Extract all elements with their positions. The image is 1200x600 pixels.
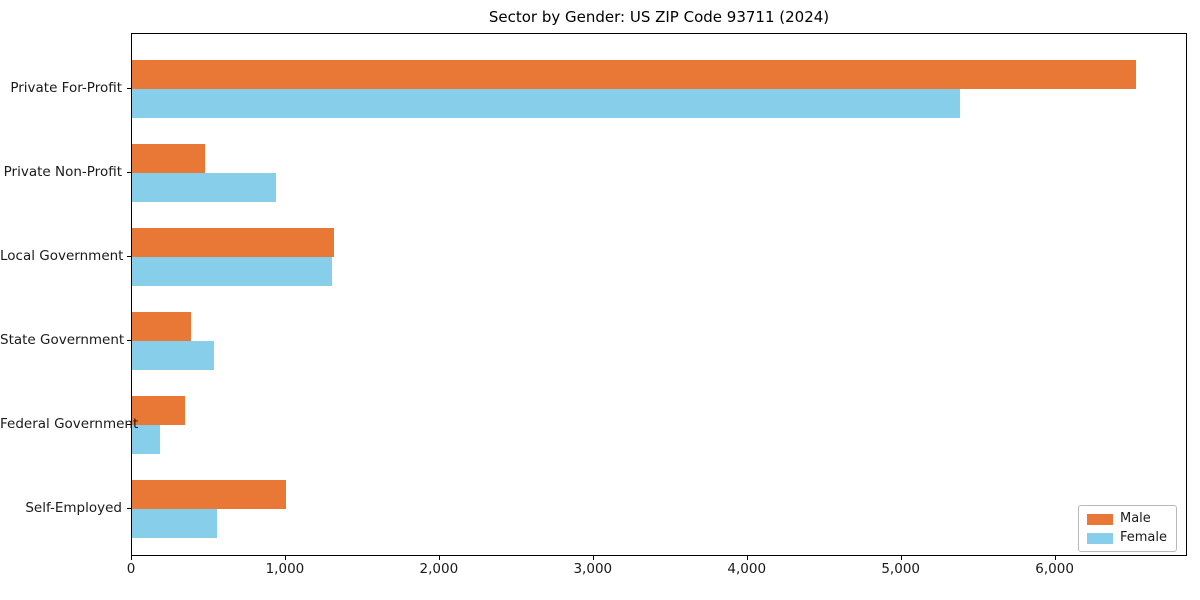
bar-female-private-for-profit [132,89,960,118]
x-tick-mark [284,556,286,560]
ytick-label-private-for-profit: Private For-Profit [10,80,122,96]
legend-item-male: Male [1086,511,1167,526]
bar-male-state-government [132,312,191,341]
xtick-label-0: 0 [126,561,136,577]
ytick-label-federal-government: Federal Government [0,416,139,432]
legend-label-male: Male [1119,511,1151,526]
x-tick-mark [1054,556,1056,560]
bar-male-private-non-profit [132,144,205,173]
legend: Male Female [1077,505,1177,552]
legend-item-female: Female [1086,530,1167,545]
bar-female-private-non-profit [132,173,276,202]
bar-male-private-for-profit [132,60,1136,89]
xtick-label-4000: 4,000 [727,561,767,577]
xtick-label-1000: 1,000 [265,561,305,577]
bar-female-local-government [132,257,332,286]
ytick-label-private-non-profit: Private Non-Profit [3,164,122,180]
y-tick-mark [127,256,131,257]
xtick-label-3000: 3,000 [573,561,613,577]
x-tick-mark [746,556,748,560]
bar-female-self-employed [132,509,217,538]
bar-male-federal-government [132,396,185,425]
bar-female-state-government [132,341,214,370]
ytick-label-local-government: Local Government [0,248,124,264]
bar-female-federal-government [132,425,160,454]
y-tick-mark [127,508,131,509]
y-tick-mark [127,88,131,89]
bar-male-self-employed [132,480,286,509]
chart-title: Sector by Gender: US ZIP Code 93711 (202… [488,8,830,26]
female-swatch-icon [1086,532,1113,544]
y-tick-mark [127,172,131,173]
x-tick-mark [438,556,440,560]
x-tick-mark [900,556,902,560]
xtick-label-2000: 2,000 [419,561,459,577]
xtick-label-5000: 5,000 [881,561,920,577]
y-tick-mark [127,424,131,425]
ytick-label-state-government: State Government [0,332,125,348]
male-swatch-icon [1086,513,1113,525]
legend-label-female: Female [1119,530,1167,545]
x-tick-mark [592,556,594,560]
ytick-label-self-employed: Self-Employed [25,500,122,516]
bar-male-local-government [132,228,334,257]
y-tick-mark [127,340,131,341]
x-tick-mark [131,556,132,560]
plot-area: Male Female [131,33,1187,556]
xtick-label-6000: 6,000 [1035,561,1074,577]
